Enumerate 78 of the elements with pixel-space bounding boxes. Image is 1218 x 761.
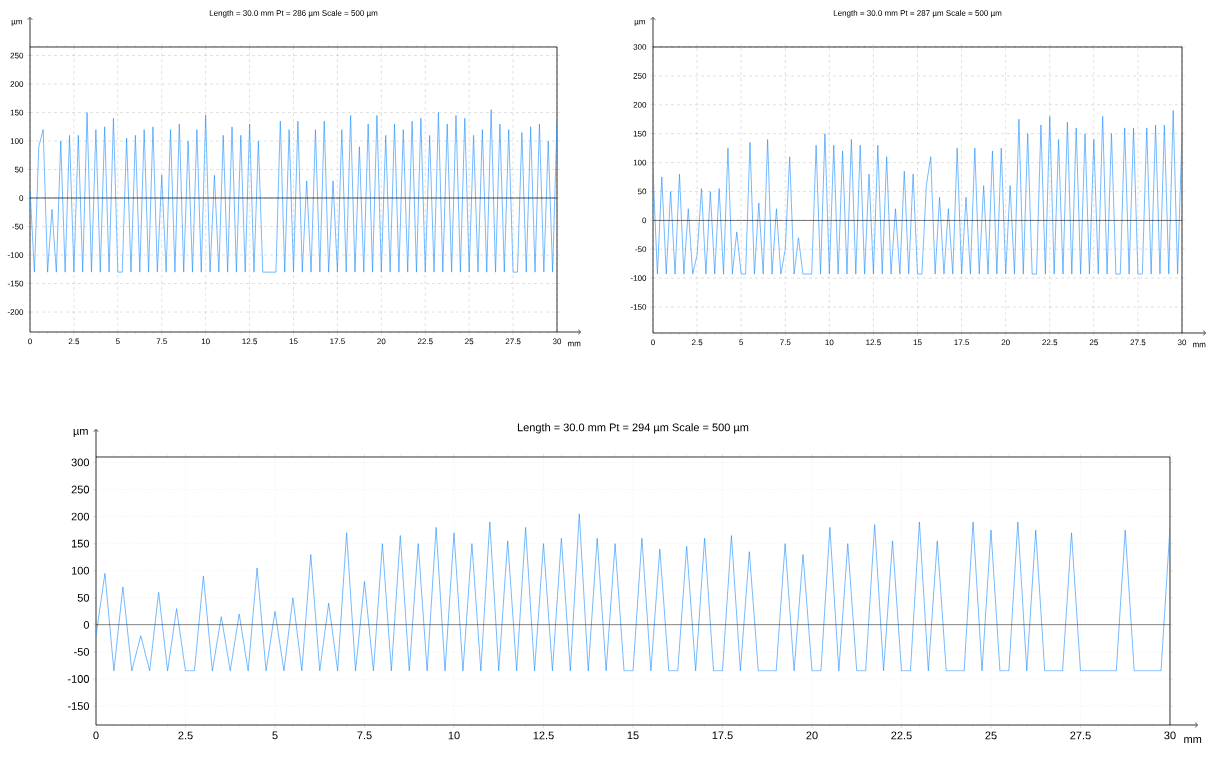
y-tick-label: 200 [633,101,647,108]
x-tick-label: 20 [377,338,386,345]
x-tick-label: 5 [272,731,278,740]
x-tick-label: 27.5 [1070,731,1091,740]
y-tick-label: -50 [635,246,647,253]
x-tick-label: 7.5 [357,731,372,740]
x-tick-label: 12.5 [866,339,881,346]
chart-title: Length = 30.0 mm Pt = 287 µm Scale = 500 µm [833,10,1002,18]
x-tick-label: 17.5 [954,339,970,346]
y-tick-label: 150 [10,109,24,116]
x-tick-label: 30 [552,338,562,345]
x-tick-label: 12.5 [533,731,554,740]
x-tick-label: 30 [1164,731,1176,740]
x-axis-title: mm [1184,737,1202,743]
y-tick-label: -150 [630,304,647,310]
y-tick-label: 0 [642,217,647,224]
x-tick-label: 17.5 [712,731,733,740]
x-tick-label: 5 [115,338,120,345]
x-tick-label: 30 [1177,339,1187,346]
x-tick-label: 10 [448,731,460,740]
y-tick-label: -150 [67,702,90,710]
x-tick-label: 5 [739,339,744,346]
y-axis-title: µm [73,428,88,438]
x-tick-label: 25 [985,731,997,740]
x-axis-title: mm [568,341,581,347]
x-tick-label: 0 [651,339,655,346]
x-tick-label: 12.5 [242,338,258,345]
y-tick-label: 100 [71,566,90,575]
x-tick-label: 22.5 [1042,339,1058,346]
y-tick-label: 0 [19,195,24,201]
y-tick-label: 300 [71,458,90,467]
x-tick-label: 7.5 [780,339,791,346]
y-tick-label: -100 [630,275,647,281]
x-tick-label: 15 [289,338,298,345]
y-tick-label: 250 [71,485,90,494]
y-tick-label: 100 [633,159,647,166]
x-tick-label: 15 [627,731,639,740]
y-tick-label: 250 [633,73,647,79]
y-tick-label: -150 [7,280,24,287]
x-tick-label: 0 [93,731,99,740]
x-tick-label: 17.5 [330,338,345,345]
y-tick-label: 150 [71,539,90,548]
y-tick-label: -100 [7,252,24,258]
x-tick-label: 7.5 [156,338,167,345]
y-tick-label: 200 [10,81,24,87]
y-tick-label: 0 [83,620,90,629]
x-tick-label: 22.5 [891,731,912,740]
y-tick-label: 100 [10,138,24,144]
y-tick-label: 200 [71,512,90,521]
x-tick-label: 10 [201,338,210,345]
y-tick-label: -100 [67,675,90,683]
y-tick-label: 50 [14,166,24,173]
x-tick-label: 20 [806,731,818,740]
y-tick-label: 300 [633,44,647,50]
y-axis-title: µm [11,20,22,26]
chart-title: Length = 30.0 mm Pt = 286 µm Scale = 500 µm [209,10,378,18]
x-tick-label: 25 [1089,339,1098,346]
y-tick-label: -50 [74,648,90,656]
x-tick-label: 2.5 [178,731,193,740]
y-tick-label: 250 [10,52,24,59]
x-tick-label: 2.5 [68,338,80,345]
x-tick-label: 27.5 [1130,339,1146,346]
x-tick-label: 20 [1001,339,1010,346]
y-tick-label: 50 [77,593,90,602]
y-axis-title: µm [634,20,645,26]
x-tick-label: 22.5 [417,338,433,345]
x-tick-label: 2.5 [691,339,703,346]
x-tick-label: 15 [913,339,922,346]
y-tick-label: -50 [12,223,24,230]
chart-title: Length = 30.0 mm Pt = 294 µm Scale = 500 µm [517,423,749,434]
x-tick-label: 25 [465,338,474,345]
x-tick-label: 10 [825,339,834,346]
x-axis-title: mm [1193,342,1206,348]
y-tick-label: 50 [637,188,647,195]
x-tick-label: 27.5 [505,338,521,345]
x-tick-label: 0 [28,338,32,345]
y-tick-label: -200 [7,309,24,315]
y-tick-label: 150 [633,130,647,137]
